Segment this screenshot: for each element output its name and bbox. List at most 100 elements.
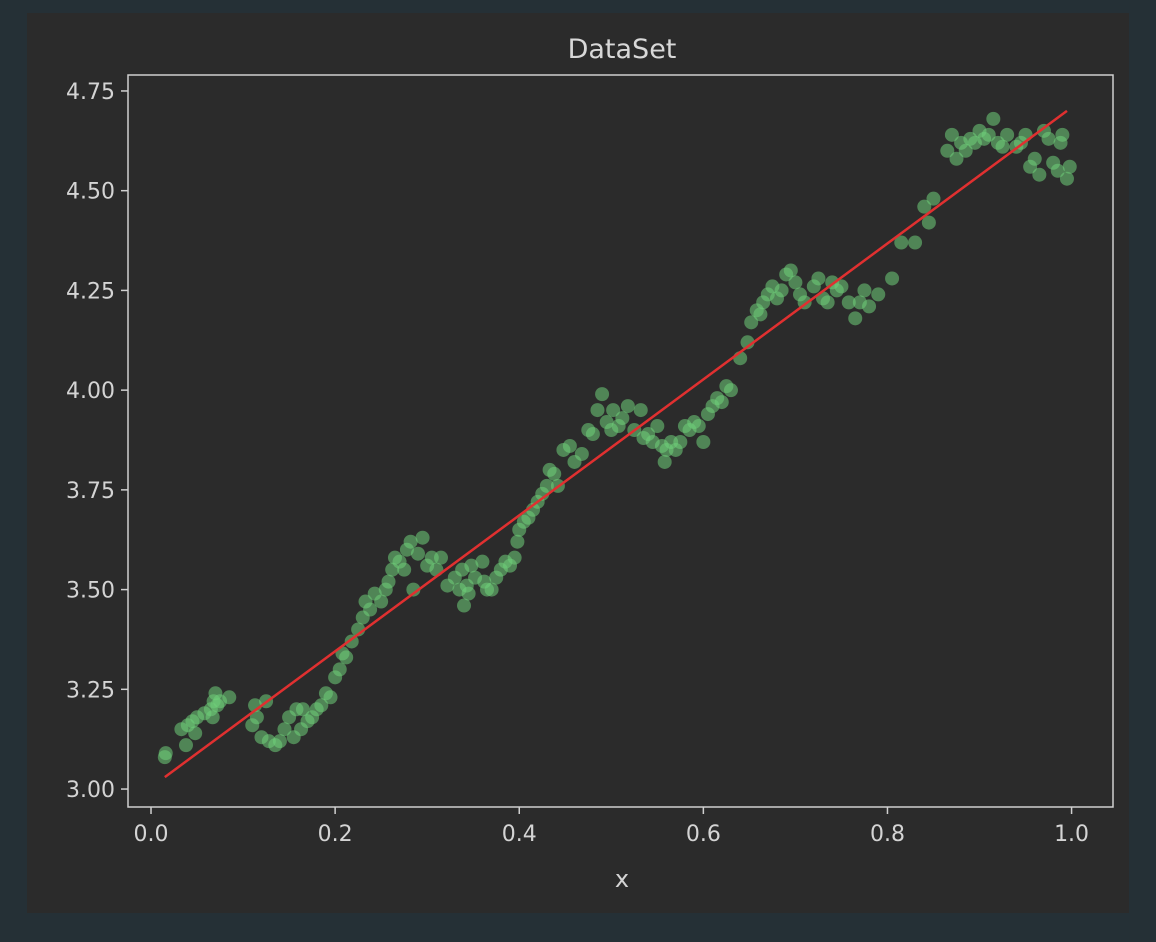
y-tick-label: 3.50: [66, 579, 115, 604]
data-point: [894, 235, 909, 250]
data-point: [740, 335, 755, 350]
data-point: [696, 434, 711, 449]
data-point: [940, 143, 955, 158]
data-point: [921, 215, 936, 230]
data-point: [547, 466, 562, 481]
data-point: [461, 586, 476, 601]
data-point: [788, 275, 803, 290]
data-point: [1032, 167, 1047, 182]
data-point: [995, 139, 1010, 154]
data-point: [691, 419, 706, 434]
data-point: [986, 111, 1001, 126]
data-point: [744, 315, 759, 330]
data-point: [871, 287, 886, 302]
data-point: [774, 283, 789, 298]
data-point: [510, 534, 525, 549]
data-point: [595, 387, 610, 402]
data-point: [650, 419, 665, 434]
data-point: [539, 478, 554, 493]
data-point: [277, 722, 292, 737]
data-point: [475, 554, 490, 569]
x-tick-label: 0.8: [870, 822, 905, 847]
data-point: [857, 283, 872, 298]
scatter-points: [157, 111, 1077, 765]
data-point: [1041, 131, 1056, 146]
data-point: [615, 411, 630, 426]
data-point: [406, 582, 421, 597]
data-point: [314, 698, 329, 713]
data-point: [1062, 159, 1077, 174]
y-tick-label: 4.25: [66, 279, 115, 304]
data-point: [590, 403, 605, 418]
data-point: [381, 574, 396, 589]
data-point: [403, 534, 418, 549]
data-point: [753, 307, 768, 322]
x-tick-label: 1.0: [1054, 822, 1089, 847]
data-point: [484, 582, 499, 597]
data-point: [633, 403, 648, 418]
y-tick-label: 3.75: [66, 479, 115, 504]
data-point: [1027, 151, 1042, 166]
data-point: [433, 550, 448, 565]
data-point: [723, 383, 738, 398]
data-point: [1055, 127, 1070, 142]
data-point: [332, 662, 347, 677]
data-point: [222, 690, 237, 705]
data-point: [811, 271, 826, 286]
data-point: [464, 558, 479, 573]
chart-svg: DataSet 0.0 0.2 0.4 0.6 0.8 1.0 3.00 3.25 3.50 3.…: [66, 34, 1114, 893]
axis-ticks: 0.0 0.2 0.4 0.6 0.8 1.0 3.00 3.25 3.50 3.75 4.00 4.…: [66, 80, 1089, 847]
data-point: [862, 299, 877, 314]
data-point: [158, 746, 173, 761]
data-point: [1018, 127, 1033, 142]
data-point: [885, 271, 900, 286]
data-point: [295, 702, 310, 717]
x-tick-label: 0.2: [318, 822, 353, 847]
data-point: [339, 650, 354, 665]
y-tick-label: 3.25: [66, 678, 115, 703]
data-point: [272, 734, 287, 749]
data-point: [562, 438, 577, 453]
data-point: [374, 594, 389, 609]
data-point: [958, 143, 973, 158]
data-point: [249, 710, 264, 725]
data-point: [188, 726, 203, 741]
y-tick-label: 4.00: [66, 379, 115, 404]
data-point: [1059, 171, 1074, 186]
data-point: [205, 710, 220, 725]
data-point: [908, 235, 923, 250]
x-tick-label: 0.4: [502, 822, 537, 847]
data-point: [949, 151, 964, 166]
x-tick-label: 0.0: [134, 822, 169, 847]
data-point: [981, 127, 996, 142]
data-point: [820, 295, 835, 310]
data-point: [620, 399, 635, 414]
data-point: [834, 279, 849, 294]
data-point: [457, 598, 472, 613]
data-point: [323, 690, 338, 705]
data-point: [714, 395, 729, 410]
x-axis-label: x: [615, 865, 629, 893]
data-point: [657, 454, 672, 469]
chart-figure: DataSet 0.0 0.2 0.4 0.6 0.8 1.0 3.00 3.25 3.50 3.…: [27, 13, 1129, 913]
data-point: [415, 530, 430, 545]
data-point: [848, 311, 863, 326]
chart-title: DataSet: [568, 34, 677, 65]
data-point: [1000, 127, 1015, 142]
data-point: [410, 546, 425, 561]
data-point: [429, 562, 444, 577]
data-point: [397, 562, 412, 577]
data-point: [841, 295, 856, 310]
y-tick-label: 4.50: [66, 180, 115, 205]
fit-line-layer: [164, 109, 1068, 779]
data-point: [926, 191, 941, 206]
data-point: [363, 602, 378, 617]
plot-area: [127, 74, 1114, 808]
y-tick-label: 3.00: [66, 778, 115, 803]
data-point: [783, 263, 798, 278]
x-tick-label: 0.6: [686, 822, 721, 847]
data-point: [917, 199, 932, 214]
data-point: [944, 127, 959, 142]
data-point: [606, 403, 621, 418]
data-point: [585, 427, 600, 442]
